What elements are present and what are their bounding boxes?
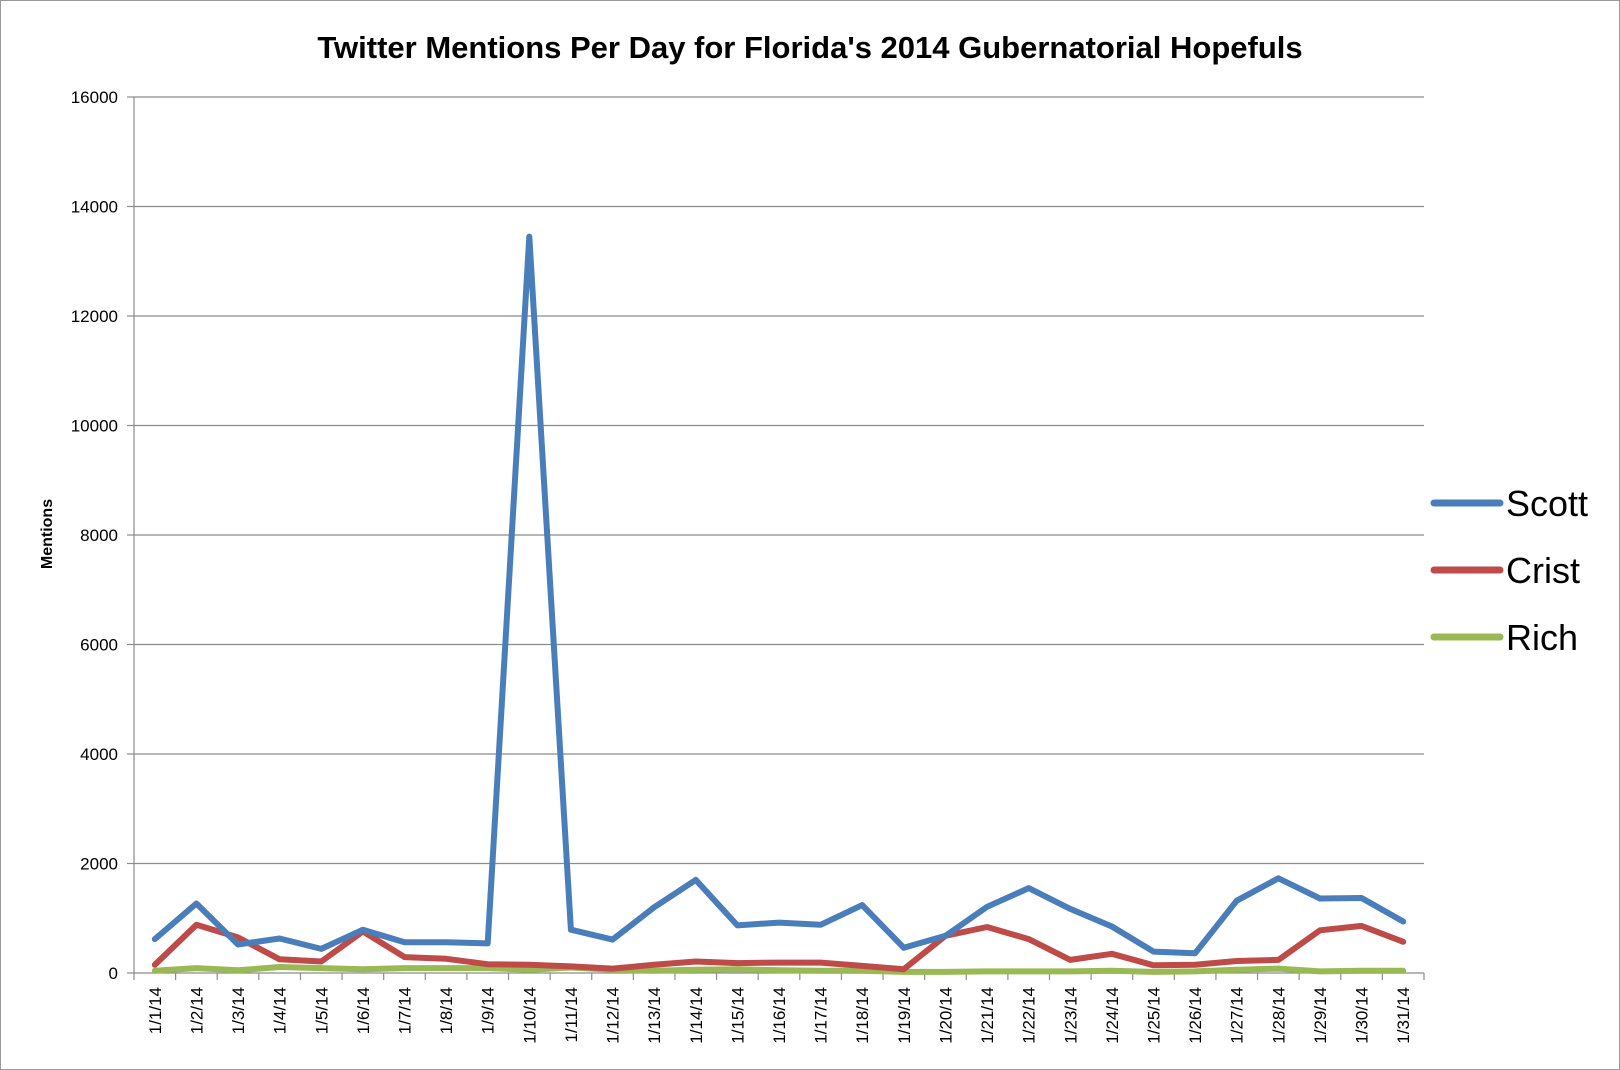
x-tick-label: 1/8/14 [437,987,456,1034]
x-tick-label: 1/16/14 [770,987,789,1044]
x-tick-label: 1/14/14 [687,987,706,1044]
y-tick-label: 0 [109,964,118,983]
x-tick-label: 1/28/14 [1269,987,1288,1044]
x-tick-labels: 1/1/14 1/2/14 1/3/14 1/4/14 1/5/14 1/6/14 1/7/… [146,987,1413,1044]
x-tick-label: 1/1/14 [146,987,165,1034]
x-tick-label: 1/18/14 [853,987,872,1044]
x-tick-label: 1/17/14 [812,987,831,1044]
x-tick-label: 1/21/14 [978,987,997,1044]
legend-item-rich: Rich [1430,617,1578,658]
chart-title: Twitter Mentions Per Day for Florida's 2… [317,30,1302,65]
x-tick-label: 1/26/14 [1186,987,1205,1044]
x-tick-label: 1/4/14 [271,987,290,1034]
x-tick-label: 1/3/14 [229,987,248,1034]
y-tick-label: 2000 [80,855,118,874]
x-tick-label: 1/24/14 [1103,987,1122,1044]
x-tick-label: 1/10/14 [520,987,539,1044]
x-tick-label: 1/30/14 [1353,987,1372,1044]
x-tick-label: 1/9/14 [479,987,498,1034]
x-tick-label: 1/29/14 [1311,987,1330,1044]
x-tick-label: 1/20/14 [936,987,955,1044]
x-tick-label: 1/5/14 [312,987,331,1034]
series-line-rich [151,964,1407,975]
x-tick-label: 1/11/14 [562,987,581,1042]
legend-label: Scott [1506,483,1588,524]
x-tick-label: 1/31/14 [1394,987,1413,1044]
y-axis-label: Mentions [39,499,56,569]
x-tick-label: 1/12/14 [604,987,623,1044]
x-tick-label: 1/2/14 [187,987,206,1034]
x-tick-label: 1/13/14 [645,987,664,1044]
y-tick-label: 6000 [80,636,118,655]
x-tick-label: 1/23/14 [1061,987,1080,1044]
y-tick-label: 14000 [71,198,118,217]
y-tick-label: 10000 [71,417,118,436]
legend: Scott Crist Rich [1430,483,1588,658]
series-line-scott [151,233,1407,957]
legend-item-crist: Crist [1430,550,1580,591]
legend-label: Crist [1506,550,1580,591]
y-tick-label: 16000 [71,88,118,107]
legend-item-scott: Scott [1430,483,1588,524]
y-tick-label: 4000 [80,745,118,764]
y-tick-label: 12000 [71,307,118,326]
x-tick-label: 1/27/14 [1228,987,1247,1044]
x-tick-label: 1/6/14 [354,987,373,1034]
y-tick-labels: 0 2000 4000 6000 8000 10000 12000 14000 16000 [71,88,118,983]
x-tick-label: 1/25/14 [1145,987,1164,1044]
x-tick-label: 1/19/14 [895,987,914,1044]
y-tick-label: 8000 [80,526,118,545]
x-tick-label: 1/7/14 [395,987,414,1034]
x-tick-label: 1/22/14 [1020,987,1039,1044]
gridlines [134,96,1424,865]
x-tick-label: 1/15/14 [728,987,747,1044]
axes [127,96,1425,980]
legend-label: Rich [1506,617,1578,658]
series-lines [151,233,1407,975]
